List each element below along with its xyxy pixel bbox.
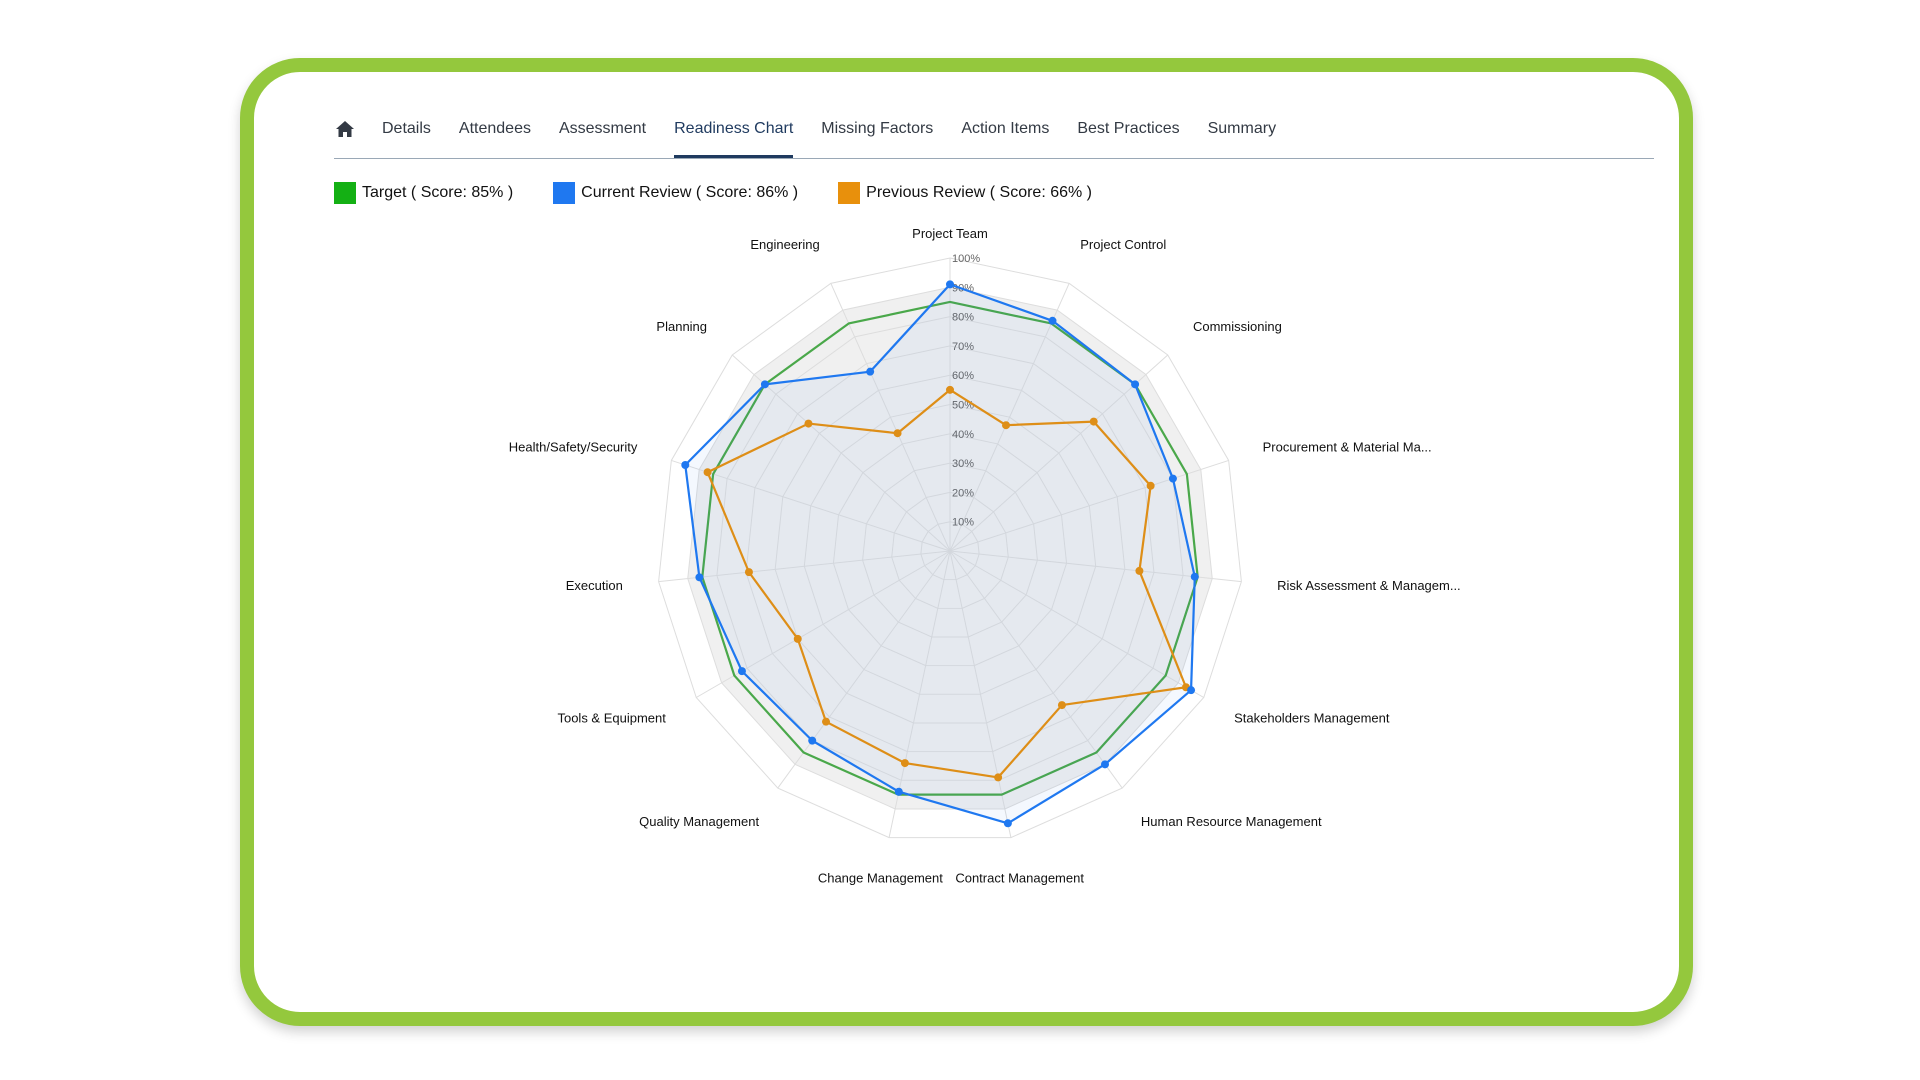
tab-summary[interactable]: Summary — [1207, 120, 1277, 137]
series-point-current-review-14 — [866, 367, 875, 376]
series-point-current-review-13 — [760, 380, 769, 389]
series-point-previous-review-3 — [1146, 481, 1155, 490]
axis-label-0: Project Team — [912, 226, 988, 241]
spoke-1 — [949, 283, 1070, 552]
series-point-current-review-11 — [695, 573, 704, 582]
axis-label-5: Stakeholders Management — [1234, 711, 1390, 726]
grid-ring-80 — [716, 316, 1184, 781]
grid-ring-40 — [832, 433, 1068, 667]
series-point-current-review-7 — [1003, 819, 1012, 828]
series-point-previous-review-4 — [1135, 566, 1144, 575]
chart-legend: Target ( Score: 85% ) Current Review ( S… — [334, 182, 1132, 204]
legend-label-previous-review: Previous Review ( Score: 66% ) — [866, 184, 1092, 201]
axis-label-3: Procurement & Material Ma... — [1263, 439, 1432, 454]
spoke-14 — [830, 283, 951, 552]
grid-ring-10 — [920, 521, 980, 581]
series-point-previous-review-7 — [994, 773, 1003, 782]
series-point-current-review-1 — [1048, 316, 1057, 325]
series-point-previous-review-14 — [893, 429, 902, 438]
series-point-previous-review-6 — [1057, 701, 1066, 710]
legend-swatch-target — [334, 182, 356, 204]
tab-bar: Details Attendees Assessment Readiness C… — [334, 100, 1654, 159]
tick-label-30: 30% — [952, 458, 974, 470]
axis-label-4: Risk Assessment & Managem... — [1277, 578, 1461, 593]
series-line-target — [701, 300, 1199, 796]
tab-readiness-chart[interactable]: Readiness Chart — [674, 100, 794, 158]
spoke-13 — [731, 354, 951, 552]
series-point-current-review-12 — [681, 460, 690, 469]
legend-item-current-review[interactable]: Current Review ( Score: 86% ) — [553, 182, 798, 204]
tab-assessment[interactable]: Assessment — [558, 120, 647, 137]
tab-attendees[interactable]: Attendees — [458, 120, 531, 137]
axis-label-10: Tools & Equipment — [557, 711, 666, 726]
axis-label-12: Health/Safety/Security — [509, 439, 638, 454]
series-point-previous-review-12 — [703, 468, 712, 477]
tick-label-80: 80% — [952, 312, 974, 324]
tick-label-70: 70% — [952, 341, 974, 353]
axis-label-7: Contract Management — [955, 871, 1084, 886]
axis-label-13: Planning — [656, 319, 707, 334]
spoke-3 — [949, 459, 1229, 552]
axis-label-11: Execution — [566, 578, 623, 593]
series-point-previous-review-0 — [946, 385, 954, 394]
tab-details[interactable]: Details — [382, 120, 431, 137]
axis-label-14: Engineering — [750, 237, 819, 252]
legend-label-target: Target ( Score: 85% ) — [362, 184, 514, 201]
legend-item-previous-review[interactable]: Previous Review ( Score: 66% ) — [838, 182, 1092, 204]
series-point-previous-review-11 — [744, 568, 753, 577]
tab-home[interactable] — [334, 100, 356, 158]
tab-missing-factors[interactable]: Missing Factors — [821, 120, 934, 137]
spoke-6 — [949, 550, 1123, 789]
series-point-previous-review-2 — [1089, 417, 1098, 426]
series-point-previous-review-1 — [1002, 421, 1011, 430]
legend-item-target[interactable]: Target ( Score: 85% ) — [334, 182, 513, 204]
tick-label-10: 10% — [952, 517, 974, 529]
series-point-current-review-6 — [1100, 760, 1109, 769]
axis-label-1: Project Control — [1080, 237, 1166, 252]
spoke-7 — [949, 550, 1012, 838]
axis-label-9: Quality Management — [639, 814, 759, 829]
series-point-current-review-2 — [1131, 380, 1140, 389]
axis-label-2: Commissioning — [1193, 319, 1282, 334]
series-point-current-review-9 — [808, 736, 817, 745]
grid-ring-100 — [658, 257, 1242, 839]
axis-label-8: Change Management — [818, 871, 943, 886]
tick-label-100: 100% — [952, 253, 980, 265]
spoke-11 — [658, 550, 951, 583]
legend-label-current-review: Current Review ( Score: 86% ) — [581, 184, 799, 201]
series-point-current-review-0 — [946, 280, 954, 289]
series-point-current-review-8 — [894, 787, 903, 796]
spoke-9 — [777, 550, 951, 789]
home-icon — [336, 121, 354, 137]
series-point-current-review-5 — [1187, 686, 1196, 695]
series-point-previous-review-13 — [804, 419, 813, 428]
grid-ring-50 — [803, 403, 1097, 695]
series-point-current-review-4 — [1190, 572, 1199, 581]
series-point-current-review-3 — [1168, 474, 1177, 483]
grid-ring-30 — [862, 462, 1038, 638]
legend-swatch-current-review — [553, 182, 576, 204]
series-point-previous-review-8 — [900, 759, 909, 768]
grid-ring-60 — [774, 374, 1126, 724]
tab-action-items[interactable]: Action Items — [961, 120, 1050, 137]
grid-ring-70 — [745, 345, 1155, 753]
series-line-current-review — [684, 283, 1196, 825]
series-line-previous-review — [706, 388, 1188, 779]
spoke-12 — [671, 459, 951, 552]
spoke-5 — [949, 550, 1204, 698]
grid-ring-20 — [891, 491, 1009, 609]
tick-label-60: 60% — [952, 370, 974, 382]
series-point-previous-review-10 — [793, 634, 802, 643]
tick-label-20: 20% — [952, 487, 974, 499]
content-card: Details Attendees Assessment Readiness C… — [240, 58, 1693, 1026]
series-point-previous-review-9 — [822, 717, 831, 726]
spoke-2 — [949, 354, 1169, 552]
series-point-current-review-10 — [737, 667, 746, 676]
tab-best-practices[interactable]: Best Practices — [1077, 120, 1180, 137]
axis-label-6: Human Resource Management — [1141, 814, 1322, 829]
tick-label-40: 40% — [952, 429, 974, 441]
legend-swatch-previous-review — [838, 182, 861, 204]
